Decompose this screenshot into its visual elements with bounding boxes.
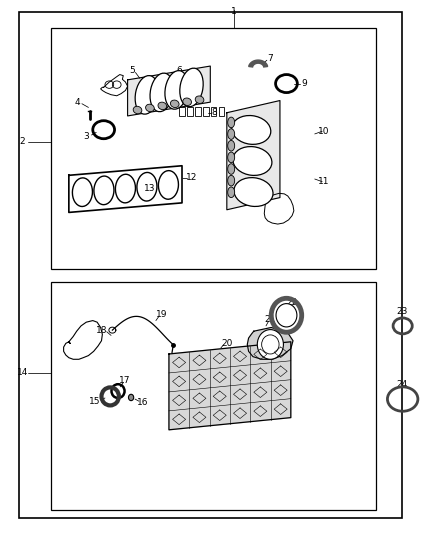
Text: 4: 4 bbox=[75, 98, 80, 107]
Ellipse shape bbox=[145, 104, 154, 112]
Ellipse shape bbox=[133, 106, 142, 114]
Ellipse shape bbox=[228, 140, 235, 151]
Ellipse shape bbox=[170, 100, 179, 108]
Text: 24: 24 bbox=[396, 379, 407, 389]
Ellipse shape bbox=[195, 96, 204, 103]
Ellipse shape bbox=[232, 116, 271, 144]
Polygon shape bbox=[227, 101, 280, 210]
Text: 19: 19 bbox=[156, 310, 167, 319]
Bar bbox=[51, 28, 376, 269]
Polygon shape bbox=[249, 60, 268, 67]
Text: 23: 23 bbox=[396, 307, 407, 316]
Polygon shape bbox=[69, 166, 182, 213]
Text: 17: 17 bbox=[119, 376, 131, 385]
Text: 3: 3 bbox=[83, 132, 89, 141]
Text: 2: 2 bbox=[19, 138, 25, 147]
Bar bbox=[195, 108, 201, 116]
Polygon shape bbox=[127, 66, 210, 116]
Bar bbox=[180, 108, 185, 116]
Ellipse shape bbox=[257, 329, 283, 359]
Text: 22: 22 bbox=[286, 298, 298, 307]
Text: 18: 18 bbox=[96, 326, 107, 335]
Ellipse shape bbox=[228, 117, 235, 128]
Ellipse shape bbox=[228, 152, 235, 163]
Text: 20: 20 bbox=[221, 339, 233, 348]
Text: 7: 7 bbox=[268, 54, 273, 62]
Bar bbox=[51, 282, 376, 511]
Text: 14: 14 bbox=[17, 368, 28, 377]
Text: 10: 10 bbox=[318, 127, 329, 136]
Ellipse shape bbox=[228, 187, 235, 198]
Bar bbox=[187, 108, 193, 116]
Bar bbox=[19, 12, 402, 519]
Ellipse shape bbox=[233, 147, 272, 175]
Ellipse shape bbox=[135, 76, 159, 114]
Bar bbox=[211, 108, 216, 116]
Ellipse shape bbox=[276, 304, 297, 327]
Text: 8: 8 bbox=[211, 108, 217, 117]
Text: 1: 1 bbox=[231, 7, 237, 15]
Bar bbox=[219, 108, 224, 116]
Ellipse shape bbox=[183, 98, 191, 106]
Text: 21: 21 bbox=[265, 315, 276, 324]
Text: 12: 12 bbox=[185, 173, 197, 182]
Text: 5: 5 bbox=[129, 66, 135, 75]
Ellipse shape bbox=[180, 68, 203, 107]
Circle shape bbox=[128, 394, 134, 401]
Polygon shape bbox=[247, 327, 293, 359]
Bar bbox=[203, 108, 208, 116]
Text: 9: 9 bbox=[301, 79, 307, 88]
Text: 13: 13 bbox=[144, 183, 155, 192]
Ellipse shape bbox=[150, 73, 173, 112]
Text: 15: 15 bbox=[89, 397, 101, 406]
Polygon shape bbox=[169, 342, 291, 430]
Ellipse shape bbox=[234, 177, 273, 206]
Text: 11: 11 bbox=[318, 177, 329, 186]
Ellipse shape bbox=[165, 71, 188, 109]
Text: 16: 16 bbox=[137, 398, 148, 407]
Ellipse shape bbox=[228, 129, 235, 140]
Ellipse shape bbox=[228, 175, 235, 186]
Ellipse shape bbox=[158, 102, 167, 110]
Text: 6: 6 bbox=[176, 66, 182, 75]
Ellipse shape bbox=[228, 164, 235, 174]
